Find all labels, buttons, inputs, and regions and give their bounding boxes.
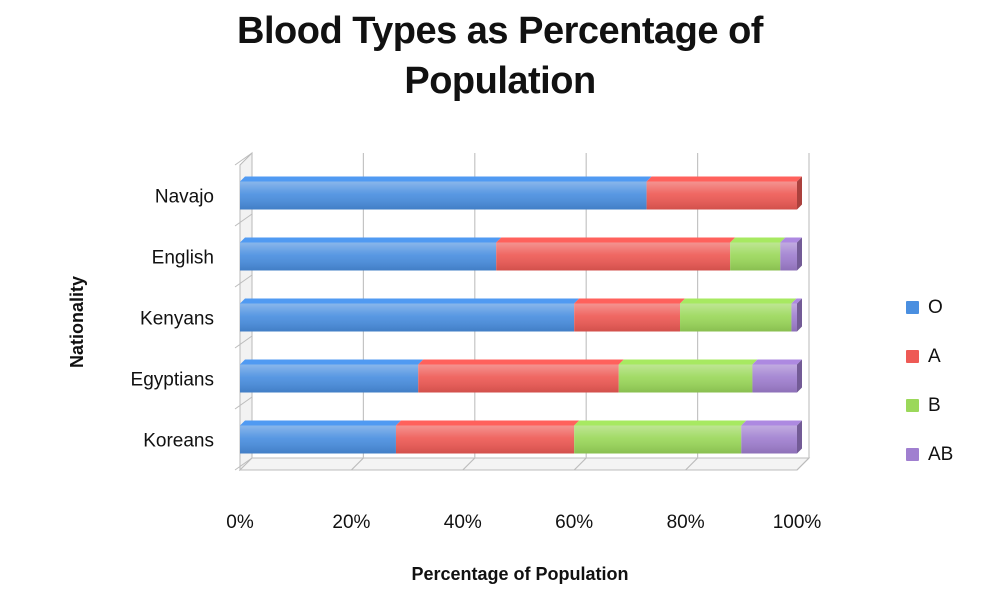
legend-label-ab: AB (928, 443, 954, 465)
x-tick-label-3: 60% (555, 512, 593, 533)
x-tick-label-0: 0% (226, 512, 254, 533)
bar-kenyans-ab (791, 298, 802, 332)
category-separator (234, 335, 253, 349)
bar-egyptians-o (240, 359, 424, 393)
category-separator (234, 213, 253, 227)
y-tick-label-egyptians: Egyptians (131, 370, 214, 391)
legend-swatch-b (906, 399, 919, 412)
bar-kenyans-o (240, 298, 580, 332)
bar-english-a (496, 237, 736, 271)
bar-egyptians-ab (752, 359, 802, 393)
gridline-floor (796, 457, 810, 471)
legend: O A B AB (906, 283, 986, 479)
bar-kenyans-a (574, 298, 686, 332)
bar-navajo-a (646, 176, 802, 210)
category-separator (234, 152, 253, 166)
bar-english-end-cap (797, 237, 802, 271)
legend-item-b: B (906, 381, 986, 430)
y-tick-labels: Navajo English Kenyans Egyptians Koreans (131, 187, 214, 452)
legend-label-b: B (928, 394, 941, 416)
x-tick-label-1: 20% (332, 512, 370, 533)
y-tick-label-kenyans: Kenyans (140, 309, 214, 330)
legend-label-a: A (928, 345, 941, 367)
y-axis-title: Nationality (67, 276, 87, 368)
bar-egyptians-end-cap (797, 359, 802, 393)
bar-kenyans-b (680, 298, 797, 332)
legend-swatch-ab (906, 448, 919, 461)
chart-title-line-2: Population (404, 60, 596, 102)
legend-label-o: O (928, 296, 943, 318)
y-tick-label-navajo: Navajo (155, 187, 214, 208)
legend-item-a: A (906, 332, 986, 381)
x-tick-labels: 0% 20% 40% 60% 80% 100% (226, 512, 821, 533)
bar-egyptians-b (618, 359, 758, 393)
x-tick-label-5: 100% (773, 512, 822, 533)
gridline-floor (462, 457, 476, 471)
legend-item-o: O (906, 283, 986, 332)
y-tick-label-koreans: Koreans (143, 431, 214, 452)
bar-koreans-end-cap (797, 420, 802, 454)
legend-swatch-a (906, 350, 919, 363)
gridline-floor (350, 457, 364, 471)
plot-floor (238, 457, 811, 471)
y-tick-label-english: English (152, 248, 214, 269)
category-separator (234, 396, 253, 410)
bar-koreans-ab (741, 420, 802, 454)
category-separator (234, 274, 253, 288)
bar-english-o (240, 237, 502, 271)
bar-english-b (730, 237, 786, 271)
bar-navajo-o (240, 176, 652, 210)
bar-english-ab (780, 237, 802, 271)
bar-koreans-b (574, 420, 747, 454)
x-axis-title: Percentage of Population (411, 564, 628, 584)
x-tick-label-2: 40% (444, 512, 482, 533)
legend-swatch-o (906, 301, 919, 314)
bar-koreans-o (240, 420, 401, 454)
bar-kenyans-end-cap (797, 298, 802, 332)
gridline-floor (685, 457, 699, 471)
bar-egyptians-a (418, 359, 624, 393)
bars (240, 176, 802, 454)
x-tick-label-4: 80% (667, 512, 705, 533)
category-separator (234, 457, 253, 471)
legend-item-ab: AB (906, 430, 986, 479)
bar-navajo-end-cap (797, 176, 802, 210)
gridline-floor (573, 457, 587, 471)
chart-title: Blood Types as Percentage of Population (0, 6, 1000, 106)
bar-koreans-a (395, 420, 580, 454)
chart-title-line-1: Blood Types as Percentage of (237, 10, 763, 52)
